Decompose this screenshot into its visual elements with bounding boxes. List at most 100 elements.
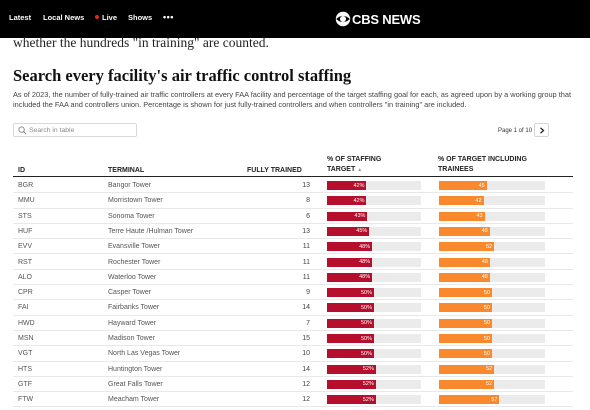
search-input[interactable]: [29, 124, 129, 136]
staffing-target-bar-track: 42%: [327, 196, 421, 206]
staffing-target-bar: 50%: [327, 334, 374, 343]
cell-terminal: Evansville Tower: [108, 243, 161, 251]
cell-fully-trained: 9: [306, 289, 310, 297]
table-row: HTS Huntington Tower 14 52% 52: [13, 362, 573, 377]
trainees-target-bar-track: 50: [439, 288, 545, 298]
trainees-target-bar-track: 45: [439, 181, 545, 190]
staffing-target-bar-track: 48%: [327, 257, 421, 267]
cbs-eye-icon: [335, 11, 351, 27]
trainees-target-bar-track: 50: [439, 334, 545, 343]
cell-terminal: Huntington Tower: [108, 365, 163, 373]
table-search-box[interactable]: [13, 123, 137, 137]
table-row: HWD Hayward Tower 7 50% 50: [13, 316, 573, 331]
header-terminal[interactable]: TERMINAL: [108, 167, 145, 174]
table-row: EVV Evansville Tower 11 48% 52: [13, 239, 573, 255]
cell-terminal: Madison Tower: [108, 335, 155, 342]
trainees-target-bar: 52: [439, 242, 495, 252]
staffing-target-value: 43%: [354, 213, 366, 220]
trainees-target-value: 57: [491, 396, 498, 403]
trainees-target-bar-track: 50: [439, 318, 545, 328]
nav-latest-link[interactable]: Latest: [9, 13, 32, 22]
logo-wordmark: CBS NEWS: [352, 11, 421, 27]
header-pct-staffing-target[interactable]: % OF STAFFING TARGET ▲: [327, 155, 381, 175]
table-row: CPR Casper Tower 9 50% 50: [13, 285, 573, 301]
staffing-target-value: 50%: [360, 304, 372, 311]
pagination-info: Page 1 of 10: [498, 128, 533, 134]
staffing-target-bar-track: 52%: [327, 364, 421, 374]
staffing-target-bar-track: 42%: [327, 181, 421, 190]
trainees-target-bar: 50: [439, 318, 492, 328]
cell-id: HTS: [18, 365, 32, 373]
staffing-target-bar-track: 48%: [327, 242, 421, 252]
next-page-button[interactable]: [534, 123, 549, 137]
cell-fully-trained: 6: [306, 212, 310, 220]
cell-id: HWD: [18, 319, 35, 327]
staffing-target-value: 48%: [359, 259, 371, 265]
staffing-target-bar: 50%: [327, 318, 374, 328]
staffing-target-bar: 42%: [327, 196, 367, 206]
sort-ascending-icon: ▲: [357, 167, 363, 173]
trainees-target-bar-track: 48: [439, 226, 545, 236]
cell-id: BGR: [18, 182, 34, 189]
trainees-target-bar-track: 43: [439, 211, 545, 221]
staffing-target-bar-track: 50%: [327, 349, 421, 359]
table-description: As of 2023, the number of fully-trained …: [13, 90, 572, 109]
header-fully-trained[interactable]: FULLY TRAINED: [247, 167, 302, 174]
cell-terminal: Fairbanks Tower: [108, 304, 160, 312]
trainees-target-bar: 52: [439, 364, 495, 374]
staffing-target-bar: 52%: [327, 395, 376, 405]
trainees-target-value: 52: [485, 243, 493, 250]
article-lead-text: whether the hundreds "in training" are c…: [13, 35, 269, 50]
cell-fully-trained: 12: [302, 396, 310, 404]
more-menu-button[interactable]: •••: [163, 12, 174, 22]
trainees-target-value: 43: [476, 213, 483, 220]
cell-id: ALO: [18, 273, 33, 281]
trainees-target-bar: 42: [439, 196, 484, 206]
table-row: FAI Fairbanks Tower 14 50% 50: [13, 300, 573, 316]
staffing-target-bar-track: 50%: [327, 288, 421, 298]
cell-terminal: Morristown Tower: [108, 197, 163, 205]
staffing-target-bar-track: 48%: [327, 272, 421, 282]
header-id[interactable]: ID: [18, 167, 25, 174]
cell-terminal: Great Falls Tower: [108, 380, 163, 388]
staffing-target-bar: 52%: [327, 379, 376, 389]
trainees-target-value: 42: [475, 197, 482, 204]
staffing-target-bar: 45%: [327, 226, 370, 236]
table-row: VGT North Las Vegas Tower 10 50% 50: [13, 346, 573, 362]
cbs-news-logo[interactable]: CBS NEWS: [335, 11, 421, 27]
cell-terminal: Casper Tower: [108, 289, 152, 297]
trainees-target-bar-track: 50: [439, 349, 545, 359]
nav-local-news-link[interactable]: Local News: [43, 13, 85, 22]
header-pct-trainees-line-2: TRAINEES: [438, 166, 474, 173]
trainees-target-bar-track: 48: [439, 272, 545, 282]
staffing-target-value: 50%: [360, 350, 372, 357]
trainees-target-bar: 48: [439, 272, 490, 282]
staffing-target-value: 52%: [362, 381, 374, 388]
table-row: MMU Morristown Tower 8 42% 42: [13, 193, 573, 209]
staffing-target-value: 50%: [360, 335, 372, 342]
trainees-target-value: 48: [481, 274, 488, 281]
cell-terminal: Terre Haute /Hulman Tower: [108, 227, 194, 235]
trainees-target-value: 50: [483, 304, 490, 311]
page-title: Search every facility's air traffic cont…: [13, 66, 352, 85]
trainees-target-bar-track: 57: [439, 395, 545, 405]
staffing-target-bar: 52%: [327, 364, 376, 374]
header-pct-staffing-line-1: % OF STAFFING: [327, 156, 382, 163]
trainees-target-value: 50: [483, 350, 490, 357]
header-pct-trainees-line-1: % OF TARGET INCLUDING: [438, 156, 527, 163]
nav-shows-link[interactable]: Shows: [128, 13, 153, 22]
trainees-target-value: 50: [483, 335, 490, 342]
trainees-target-value: 48: [481, 259, 488, 265]
staffing-target-value: 52%: [362, 366, 374, 373]
cell-id: HUF: [18, 227, 33, 235]
trainees-target-bar: 50: [439, 349, 492, 359]
header-pct-target-including-trainees[interactable]: % OF TARGET INCLUDING TRAINEES: [438, 155, 527, 175]
nav-live-link[interactable]: Live: [95, 13, 117, 23]
top-navigation-bar: Latest Local News Live Shows ••• CBS NEW…: [0, 0, 590, 38]
cell-id: EVV: [18, 243, 33, 251]
cell-fully-trained: 8: [306, 197, 310, 205]
cell-fully-trained: 14: [302, 365, 310, 373]
staffing-target-bar-track: 52%: [327, 395, 421, 405]
chevron-right-icon: [540, 127, 545, 134]
cell-terminal: Hayward Tower: [108, 319, 157, 327]
